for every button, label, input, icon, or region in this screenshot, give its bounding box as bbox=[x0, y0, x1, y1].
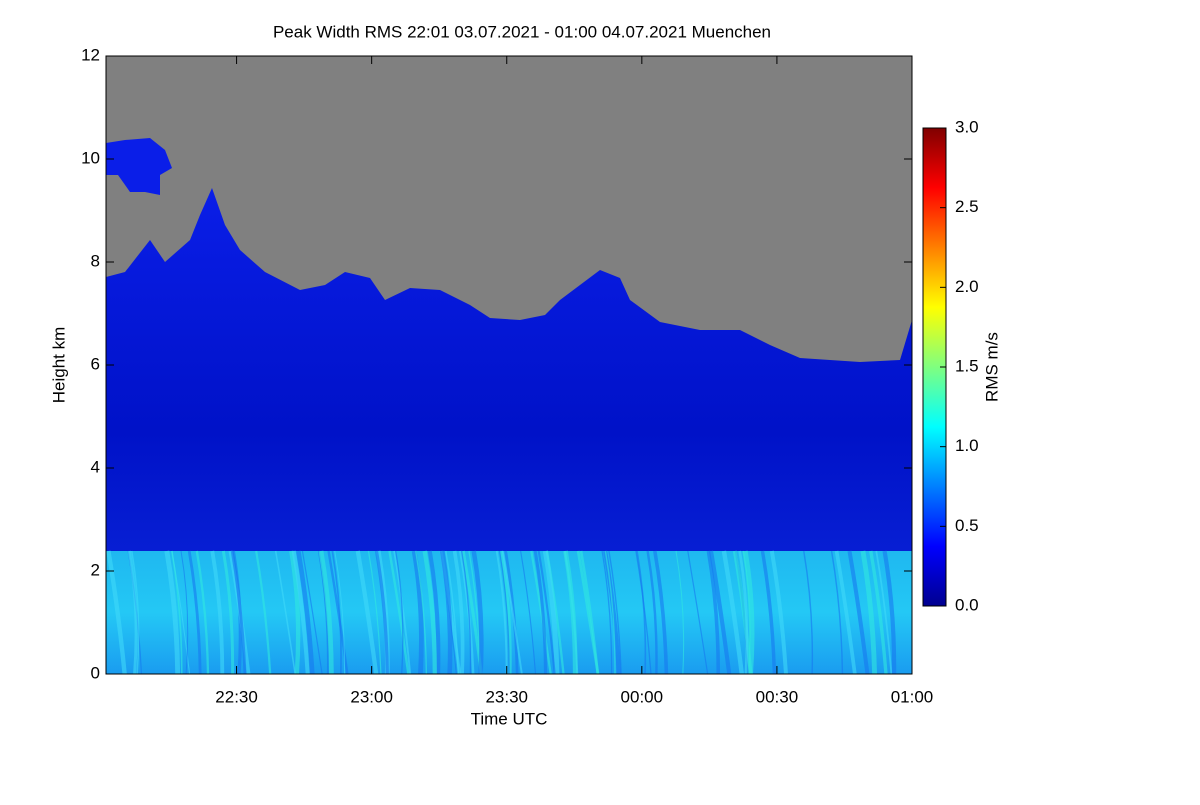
y-tick-label: 8 bbox=[91, 251, 100, 270]
colorbar-tick-label: 1.0 bbox=[955, 436, 979, 455]
y-tick-label: 12 bbox=[81, 45, 100, 64]
streak bbox=[530, 550, 552, 674]
streak bbox=[255, 550, 272, 674]
streak bbox=[318, 550, 334, 674]
streak bbox=[501, 550, 523, 674]
streak bbox=[327, 550, 349, 674]
colorbar-tick-label: 0.0 bbox=[955, 595, 979, 614]
streak bbox=[499, 550, 512, 674]
streak bbox=[636, 550, 647, 674]
streak bbox=[834, 550, 857, 674]
streak bbox=[195, 550, 210, 674]
x-tick-label: 00:30 bbox=[756, 687, 799, 706]
streak bbox=[367, 550, 382, 674]
colorbar-tick-label: 3.0 bbox=[955, 117, 979, 136]
streak bbox=[422, 550, 438, 674]
x-tick-label: 00:00 bbox=[621, 687, 664, 706]
streak bbox=[180, 550, 189, 674]
streak bbox=[171, 550, 183, 674]
streak bbox=[653, 550, 669, 674]
streak bbox=[769, 550, 788, 674]
streak bbox=[127, 550, 138, 674]
streak bbox=[542, 550, 560, 674]
y-tick-label: 10 bbox=[81, 148, 100, 167]
y-tick-label: 0 bbox=[91, 663, 100, 682]
y-tick-label: 4 bbox=[91, 457, 100, 476]
streak bbox=[675, 550, 685, 674]
streak bbox=[289, 550, 301, 674]
streak bbox=[646, 550, 658, 674]
streak bbox=[460, 550, 472, 674]
streak bbox=[721, 550, 745, 674]
streak bbox=[847, 550, 870, 674]
colorbar-tick-label: 2.0 bbox=[955, 277, 979, 296]
streak bbox=[296, 550, 315, 674]
streak bbox=[439, 550, 453, 674]
streak bbox=[743, 550, 755, 674]
streak bbox=[504, 550, 519, 674]
y-tick-label: 6 bbox=[91, 354, 100, 373]
streak bbox=[301, 550, 323, 674]
streak bbox=[563, 550, 578, 674]
streak bbox=[738, 550, 749, 674]
colorbar-label: RMS m/s bbox=[982, 332, 1001, 402]
streak bbox=[537, 550, 556, 674]
streak bbox=[274, 550, 296, 674]
colorbar-tick-label: 1.5 bbox=[955, 356, 979, 375]
streak bbox=[355, 550, 379, 674]
colorbar-tick-label: 0.5 bbox=[955, 516, 979, 535]
streak bbox=[732, 550, 753, 674]
streak bbox=[164, 550, 181, 674]
streak bbox=[471, 550, 484, 674]
streak bbox=[604, 550, 616, 674]
streak bbox=[869, 550, 888, 674]
x-tick-label: 23:00 bbox=[350, 687, 393, 706]
streak bbox=[221, 550, 235, 674]
streak bbox=[576, 550, 600, 674]
streak bbox=[601, 550, 613, 674]
streak bbox=[452, 550, 465, 674]
streak bbox=[291, 550, 310, 674]
streak bbox=[706, 550, 721, 674]
streak bbox=[395, 550, 404, 674]
streak bbox=[415, 550, 428, 674]
colorbar-tick-label: 2.5 bbox=[955, 197, 979, 216]
streak bbox=[393, 550, 412, 674]
y-axis-label: Height km bbox=[49, 327, 68, 404]
streak bbox=[875, 550, 893, 674]
x-tick-label: 22:30 bbox=[215, 687, 258, 706]
streak bbox=[830, 550, 844, 674]
streak bbox=[334, 550, 346, 674]
streak bbox=[860, 550, 878, 674]
streak bbox=[187, 550, 202, 674]
streak bbox=[388, 550, 410, 674]
streak bbox=[882, 550, 897, 674]
streak bbox=[495, 550, 508, 674]
cloud-patch bbox=[106, 138, 172, 195]
streak bbox=[608, 550, 622, 674]
x-tick-label: 01:00 bbox=[891, 687, 934, 706]
streak bbox=[374, 550, 389, 674]
streak bbox=[687, 550, 709, 674]
streak bbox=[533, 550, 548, 674]
streak bbox=[411, 550, 424, 674]
x-axis-label: Time UTC bbox=[471, 709, 548, 728]
streak bbox=[130, 550, 140, 674]
streak bbox=[760, 550, 777, 674]
x-tick-label: 23:30 bbox=[485, 687, 528, 706]
streak bbox=[427, 550, 441, 674]
streak bbox=[520, 550, 537, 674]
heatmap bbox=[106, 56, 912, 674]
streak bbox=[803, 550, 814, 674]
streak bbox=[230, 550, 247, 674]
streak bbox=[498, 550, 510, 674]
streak bbox=[708, 550, 732, 674]
streak bbox=[106, 550, 127, 674]
y-tick-label: 2 bbox=[91, 560, 100, 579]
streak bbox=[210, 550, 225, 674]
chart-title: Peak Width RMS 22:01 03.07.2021 - 01:00 … bbox=[273, 22, 771, 41]
